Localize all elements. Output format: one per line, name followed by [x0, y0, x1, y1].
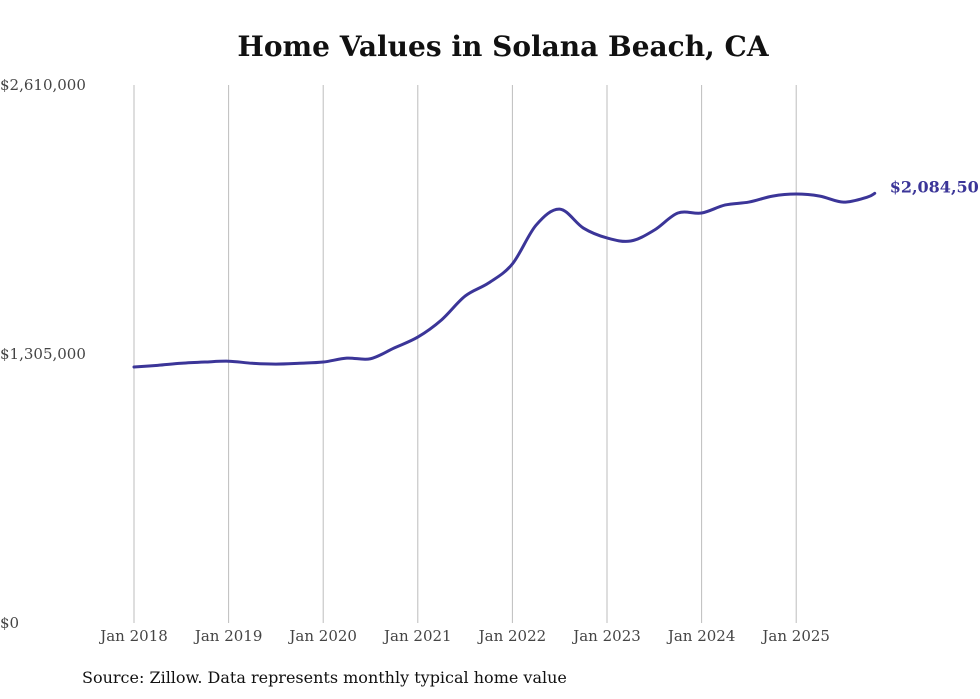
source-note: Source: Zillow. Data represents monthly …: [82, 668, 567, 687]
y-tick-label: $1,305,000: [0, 345, 86, 363]
x-tick-label: Jan 2021: [382, 627, 452, 645]
x-tick-label: Jan 2025: [760, 627, 830, 645]
x-tick-label: Jan 2023: [571, 627, 641, 645]
x-tick-label: Jan 2018: [98, 627, 168, 645]
x-tick-label: Jan 2022: [477, 627, 547, 645]
end-value-label: $2,084,507: [890, 177, 980, 196]
series-line: [132, 191, 877, 369]
x-tick-label: Jan 2020: [287, 627, 357, 645]
x-tick-label: Jan 2019: [193, 627, 263, 645]
y-tick-label: $2,610,000: [0, 76, 86, 94]
chart-title: Home Values in Solana Beach, CA: [237, 30, 769, 63]
x-tick-label: Jan 2024: [666, 627, 736, 645]
y-tick-label: $0: [0, 614, 19, 632]
